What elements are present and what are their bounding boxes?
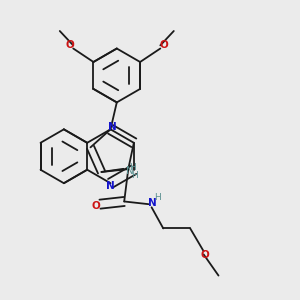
Text: O: O xyxy=(159,40,168,50)
Text: N: N xyxy=(108,122,117,132)
Text: N: N xyxy=(148,198,157,208)
Text: O: O xyxy=(66,40,74,50)
Text: O: O xyxy=(201,250,210,260)
Text: H: H xyxy=(154,194,160,202)
Text: N: N xyxy=(106,181,115,191)
Text: O: O xyxy=(92,201,100,211)
Text: H: H xyxy=(130,163,136,172)
Text: H: H xyxy=(131,171,138,180)
Text: N: N xyxy=(126,166,134,176)
